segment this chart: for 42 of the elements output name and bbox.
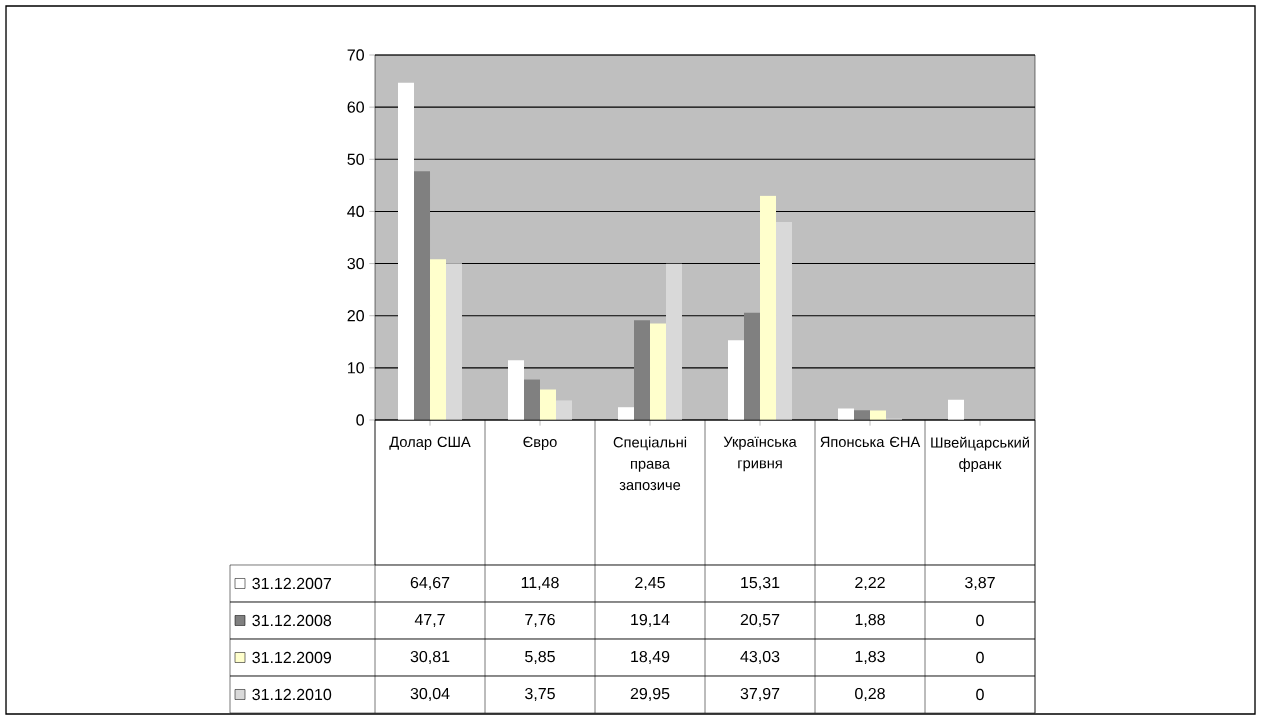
x-tick-label: Швейцарський франк	[931, 436, 1029, 472]
y-tick-label: 0	[356, 414, 364, 426]
x-tick-label: Долар США	[389, 436, 471, 450]
data-label: 30,81	[410, 650, 450, 665]
y-tick-label: 50	[347, 153, 364, 165]
data-label: 0	[976, 651, 984, 664]
x-tick-label: Українська гривня	[723, 436, 797, 472]
y-tick-label: 70	[347, 49, 364, 61]
x-tick-label: Японська ЄНА	[820, 436, 921, 448]
data-label: 2,45	[635, 576, 665, 591]
data-label: 5,85	[525, 650, 555, 665]
data-label: 11,48	[521, 576, 559, 591]
y-tick-label: 20	[347, 310, 364, 322]
data-label: 2,22	[855, 576, 885, 591]
data-label: 1,88	[855, 613, 885, 628]
data-label: 7,76	[525, 613, 555, 628]
y-tick-label: 30	[347, 257, 364, 270]
legend-label: 31.12.2009	[252, 651, 332, 664]
data-label: 47,7	[414, 613, 445, 628]
data-label: 64,67	[410, 576, 450, 591]
data-label: 29,95	[630, 687, 670, 702]
y-tick-label: 60	[347, 101, 364, 113]
data-label: 30,04	[410, 687, 450, 702]
data-label: 43,03	[740, 650, 780, 665]
data-label: 0	[976, 688, 984, 701]
data-label: 0,28	[855, 687, 885, 702]
legend-label: 31.12.2008	[252, 614, 332, 627]
data-label: 37,97	[740, 687, 780, 702]
data-label: 20,57	[740, 613, 780, 628]
data-label: 0	[976, 614, 984, 627]
legend-label: 31.12.2007	[252, 577, 331, 590]
data-label: 18,49	[631, 650, 670, 665]
data-label: 1,83	[855, 650, 885, 665]
x-tick-label: Євро	[523, 436, 557, 450]
data-label: 3,87	[965, 576, 995, 591]
data-label: 15,31	[741, 576, 780, 591]
data-label: 19,14	[631, 613, 670, 628]
x-tick-label: Спеціальні права запозиче	[613, 436, 687, 491]
legend-label: 31.12.2010	[252, 688, 332, 701]
y-tick-label: 10	[348, 362, 364, 374]
y-tick-label: 40	[347, 205, 364, 218]
data-label: 3,75	[525, 687, 555, 702]
